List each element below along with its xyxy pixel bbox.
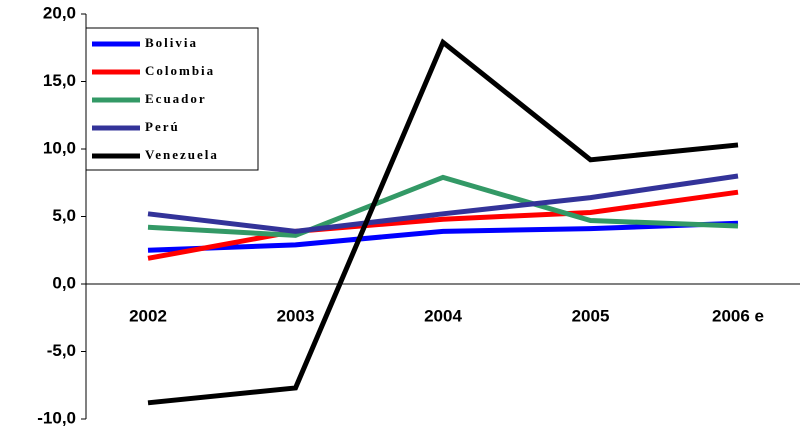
y-tick-label: 0,0 — [52, 273, 76, 292]
y-tick-label: 5,0 — [52, 206, 76, 225]
legend-label: Bolivia — [145, 35, 198, 50]
x-tick-label: 2005 — [572, 306, 610, 325]
series-line — [147, 189, 739, 261]
legend-label: Perú — [145, 119, 180, 134]
series-line — [147, 173, 739, 234]
x-tick-label: 2006 e — [712, 306, 764, 325]
y-tick-label: 15,0 — [43, 71, 76, 90]
y-tick-label: -5,0 — [47, 341, 76, 360]
x-tick-label: 2002 — [129, 306, 167, 325]
legend-label: Ecuador — [145, 91, 207, 106]
legend-label: Colombia — [145, 63, 215, 78]
legend: Bolivia Colombia Ecuador Perú Venezuela — [85, 27, 259, 171]
legend-label: Venezuela — [145, 147, 219, 162]
x-tick-label: 2003 — [277, 306, 315, 325]
series-line — [147, 38, 739, 406]
y-tick-label: -10,0 — [37, 408, 76, 427]
series-line — [147, 220, 739, 253]
y-tick-label: 20,0 — [43, 3, 76, 22]
series-line — [147, 174, 739, 238]
y-tick-label: 10,0 — [43, 138, 76, 157]
x-tick-label: 2004 — [424, 306, 462, 325]
